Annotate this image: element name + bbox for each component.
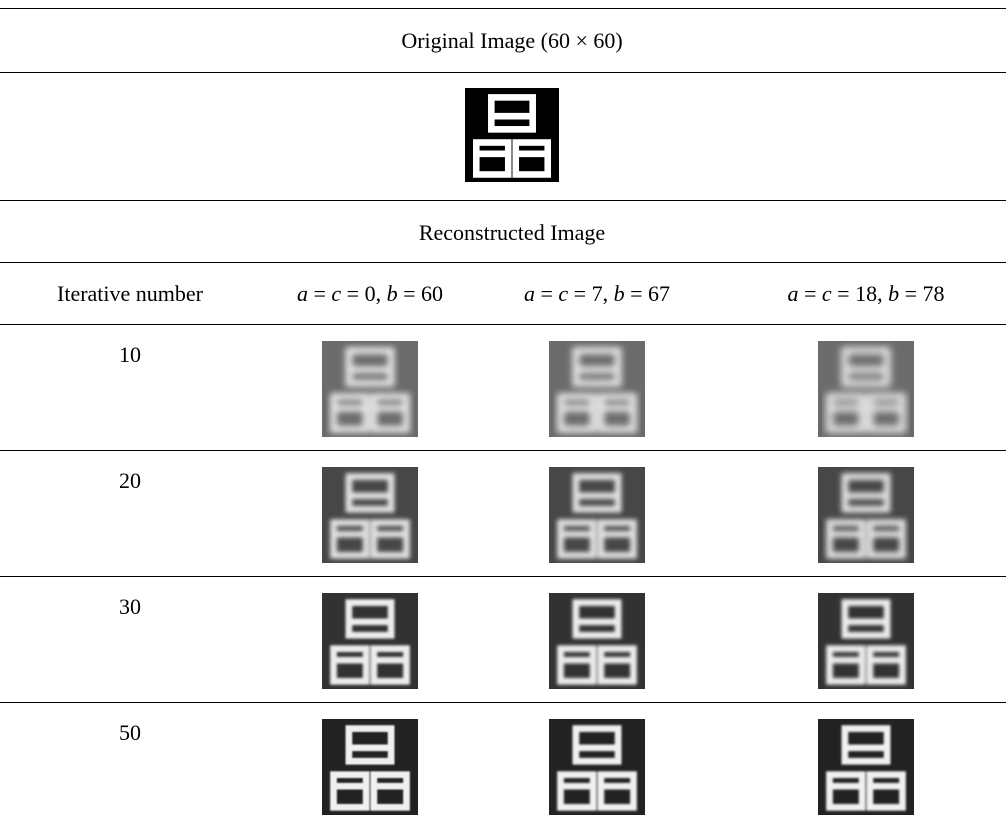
glyph-image xyxy=(818,467,914,563)
section-title: Reconstructed Image xyxy=(418,220,606,245)
rule xyxy=(0,576,1006,577)
reconstructed-image xyxy=(549,719,645,820)
glyph-image xyxy=(549,341,645,437)
rule xyxy=(0,8,1006,9)
rule xyxy=(0,72,1006,73)
column-header: a = c = 18, b = 78 xyxy=(787,281,945,306)
glyph-image xyxy=(818,719,914,815)
glyph-image xyxy=(818,341,914,437)
reconstructed-image xyxy=(549,467,645,568)
reconstructed-image xyxy=(549,593,645,694)
rule xyxy=(0,450,1006,451)
iteration-number: 10 xyxy=(119,342,141,367)
rule xyxy=(0,702,1006,703)
glyph-image xyxy=(322,341,418,437)
glyph-image xyxy=(549,467,645,563)
glyph-image xyxy=(322,593,418,689)
rule xyxy=(0,324,1006,325)
reconstructed-image xyxy=(322,467,418,568)
column-header: Iterative number xyxy=(57,281,203,306)
original-image xyxy=(464,88,560,187)
reconstructed-image xyxy=(818,593,914,694)
glyph-image xyxy=(818,593,914,689)
original-title: Original Image (60 × 60) xyxy=(401,28,623,53)
column-header: a = c = 7, b = 67 xyxy=(523,281,671,306)
reconstructed-image xyxy=(818,719,914,820)
iteration-number: 30 xyxy=(119,594,141,619)
reconstructed-image xyxy=(322,341,418,442)
iteration-number: 50 xyxy=(119,720,141,745)
iteration-number: 20 xyxy=(119,468,141,493)
reconstructed-image xyxy=(818,341,914,442)
rule xyxy=(0,200,1006,201)
column-header: a = c = 0, b = 60 xyxy=(296,281,444,306)
glyph-image xyxy=(465,88,559,182)
reconstructed-image xyxy=(322,593,418,694)
reconstructed-image xyxy=(818,467,914,568)
glyph-image xyxy=(322,467,418,563)
glyph-image xyxy=(322,719,418,815)
glyph-image xyxy=(549,719,645,815)
rule xyxy=(0,262,1006,263)
glyph-image xyxy=(549,593,645,689)
reconstructed-image xyxy=(322,719,418,820)
reconstructed-image xyxy=(549,341,645,442)
